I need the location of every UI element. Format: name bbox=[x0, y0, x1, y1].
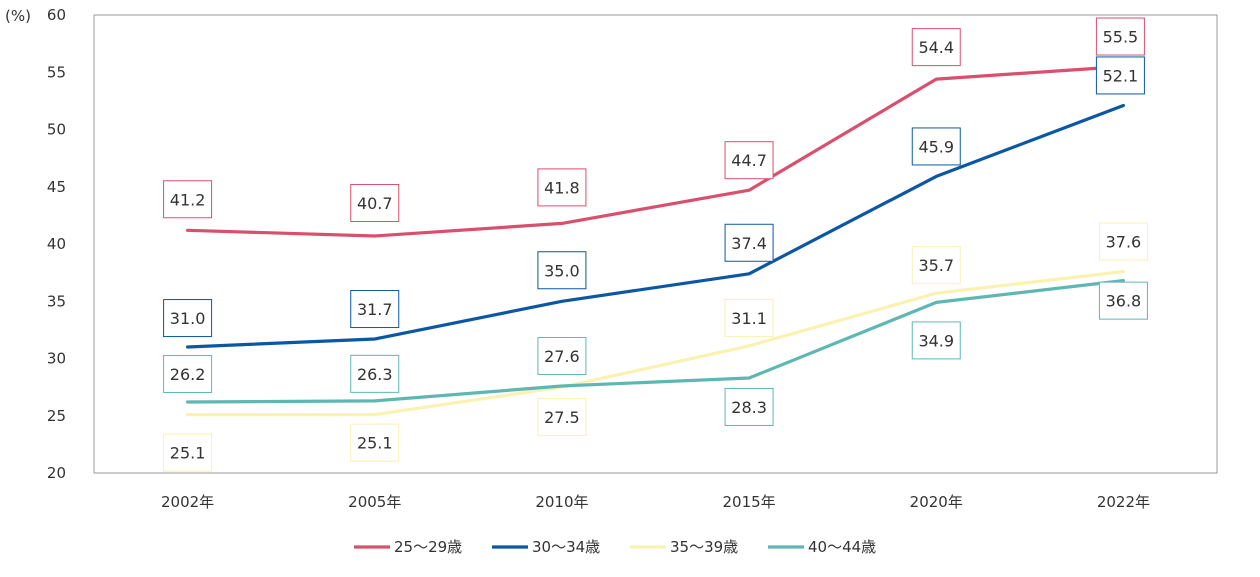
data-label-box bbox=[163, 180, 213, 219]
data-label-box bbox=[537, 398, 587, 437]
data-label: 31.0 bbox=[170, 309, 206, 328]
data-label-box bbox=[1098, 281, 1148, 320]
data-label: 26.3 bbox=[357, 365, 393, 384]
data-label: 40.7 bbox=[357, 194, 393, 213]
x-tick-label: 2022年 bbox=[1097, 493, 1150, 511]
data-label-box bbox=[1095, 17, 1145, 56]
y-tick-label: 45 bbox=[47, 178, 66, 196]
data-label: 28.3 bbox=[731, 398, 767, 417]
data-label-box bbox=[911, 246, 961, 285]
legend-label: 25～29歳 bbox=[394, 538, 462, 556]
y-tick-label: 30 bbox=[47, 350, 66, 368]
data-label-box bbox=[350, 183, 400, 222]
data-label: 25.1 bbox=[170, 444, 206, 463]
data-label-box bbox=[911, 127, 961, 166]
x-tick-label: 2010年 bbox=[535, 493, 588, 511]
y-tick-label: 40 bbox=[47, 235, 66, 253]
data-label-box bbox=[537, 168, 587, 207]
data-label: 26.2 bbox=[170, 365, 206, 384]
legend-label: 30～34歳 bbox=[532, 538, 600, 556]
data-label-box bbox=[537, 336, 587, 375]
data-label: 34.9 bbox=[918, 331, 954, 350]
x-tick-label: 2020年 bbox=[910, 493, 963, 511]
data-label: 41.2 bbox=[170, 190, 206, 209]
y-tick-label: 60 bbox=[47, 6, 66, 24]
data-label: 41.8 bbox=[544, 178, 580, 197]
data-label-box bbox=[163, 299, 213, 338]
data-label: 37.6 bbox=[1106, 232, 1142, 251]
x-tick-label: 2005年 bbox=[348, 493, 401, 511]
series-line bbox=[186, 279, 1126, 404]
data-label-box bbox=[350, 354, 400, 393]
legend-label: 40～44歳 bbox=[808, 538, 876, 556]
data-label: 25.1 bbox=[357, 434, 393, 453]
data-label: 44.7 bbox=[731, 151, 767, 170]
series-line bbox=[186, 64, 1126, 238]
y-tick-label: 55 bbox=[47, 63, 66, 81]
data-label-box bbox=[724, 141, 774, 180]
data-label: 27.5 bbox=[544, 408, 580, 427]
data-label: 35.0 bbox=[544, 261, 580, 280]
series-line bbox=[186, 103, 1126, 349]
data-label: 35.7 bbox=[918, 256, 954, 275]
data-label-box bbox=[350, 423, 400, 462]
data-label-box bbox=[350, 290, 400, 329]
data-label-box bbox=[163, 433, 213, 472]
data-label: 31.7 bbox=[357, 300, 393, 319]
data-label: 36.8 bbox=[1106, 292, 1142, 311]
data-label: 37.4 bbox=[731, 234, 767, 253]
data-label-box bbox=[724, 223, 774, 262]
y-tick-label: 25 bbox=[47, 407, 66, 425]
legend: 25～29歳 30～34歳 35～39歳 40～44歳 bbox=[354, 538, 876, 556]
data-label-box bbox=[1098, 222, 1148, 261]
y-axis-unit-label: (%) bbox=[5, 7, 31, 25]
data-label-box bbox=[911, 321, 961, 360]
series-line bbox=[186, 269, 1126, 417]
data-label-box bbox=[724, 387, 774, 426]
x-axis-ticks: 2002年 2005年 2010年 2015年 2020年 2022年 bbox=[161, 493, 1150, 511]
y-tick-label: 20 bbox=[47, 464, 66, 482]
y-tick-label: 35 bbox=[47, 292, 66, 310]
data-label-box bbox=[163, 355, 213, 394]
data-label-box bbox=[911, 28, 961, 67]
y-axis-ticks: 20 25 30 35 40 45 50 55 60 bbox=[47, 6, 66, 482]
data-label-box bbox=[1095, 56, 1145, 95]
data-label: 54.4 bbox=[918, 38, 954, 57]
series-lines bbox=[186, 64, 1126, 417]
y-tick-label: 50 bbox=[47, 121, 66, 139]
data-label-box bbox=[724, 298, 774, 337]
x-tick-label: 2015年 bbox=[722, 493, 775, 511]
data-label: 45.9 bbox=[918, 137, 954, 156]
data-label-box bbox=[537, 251, 587, 290]
data-label: 27.6 bbox=[544, 347, 580, 366]
data-label: 55.5 bbox=[1103, 28, 1139, 47]
data-labels: 41.2 40.7 41.8 44.7 54.4 55.5 31.0 31.7 35.0 37.4… bbox=[163, 17, 1148, 472]
x-tick-label: 2002年 bbox=[161, 493, 214, 511]
plot-area-frame bbox=[93, 14, 1218, 474]
data-label: 52.1 bbox=[1103, 66, 1139, 85]
data-label: 31.1 bbox=[731, 309, 767, 328]
legend-label: 35～39歳 bbox=[670, 538, 738, 556]
